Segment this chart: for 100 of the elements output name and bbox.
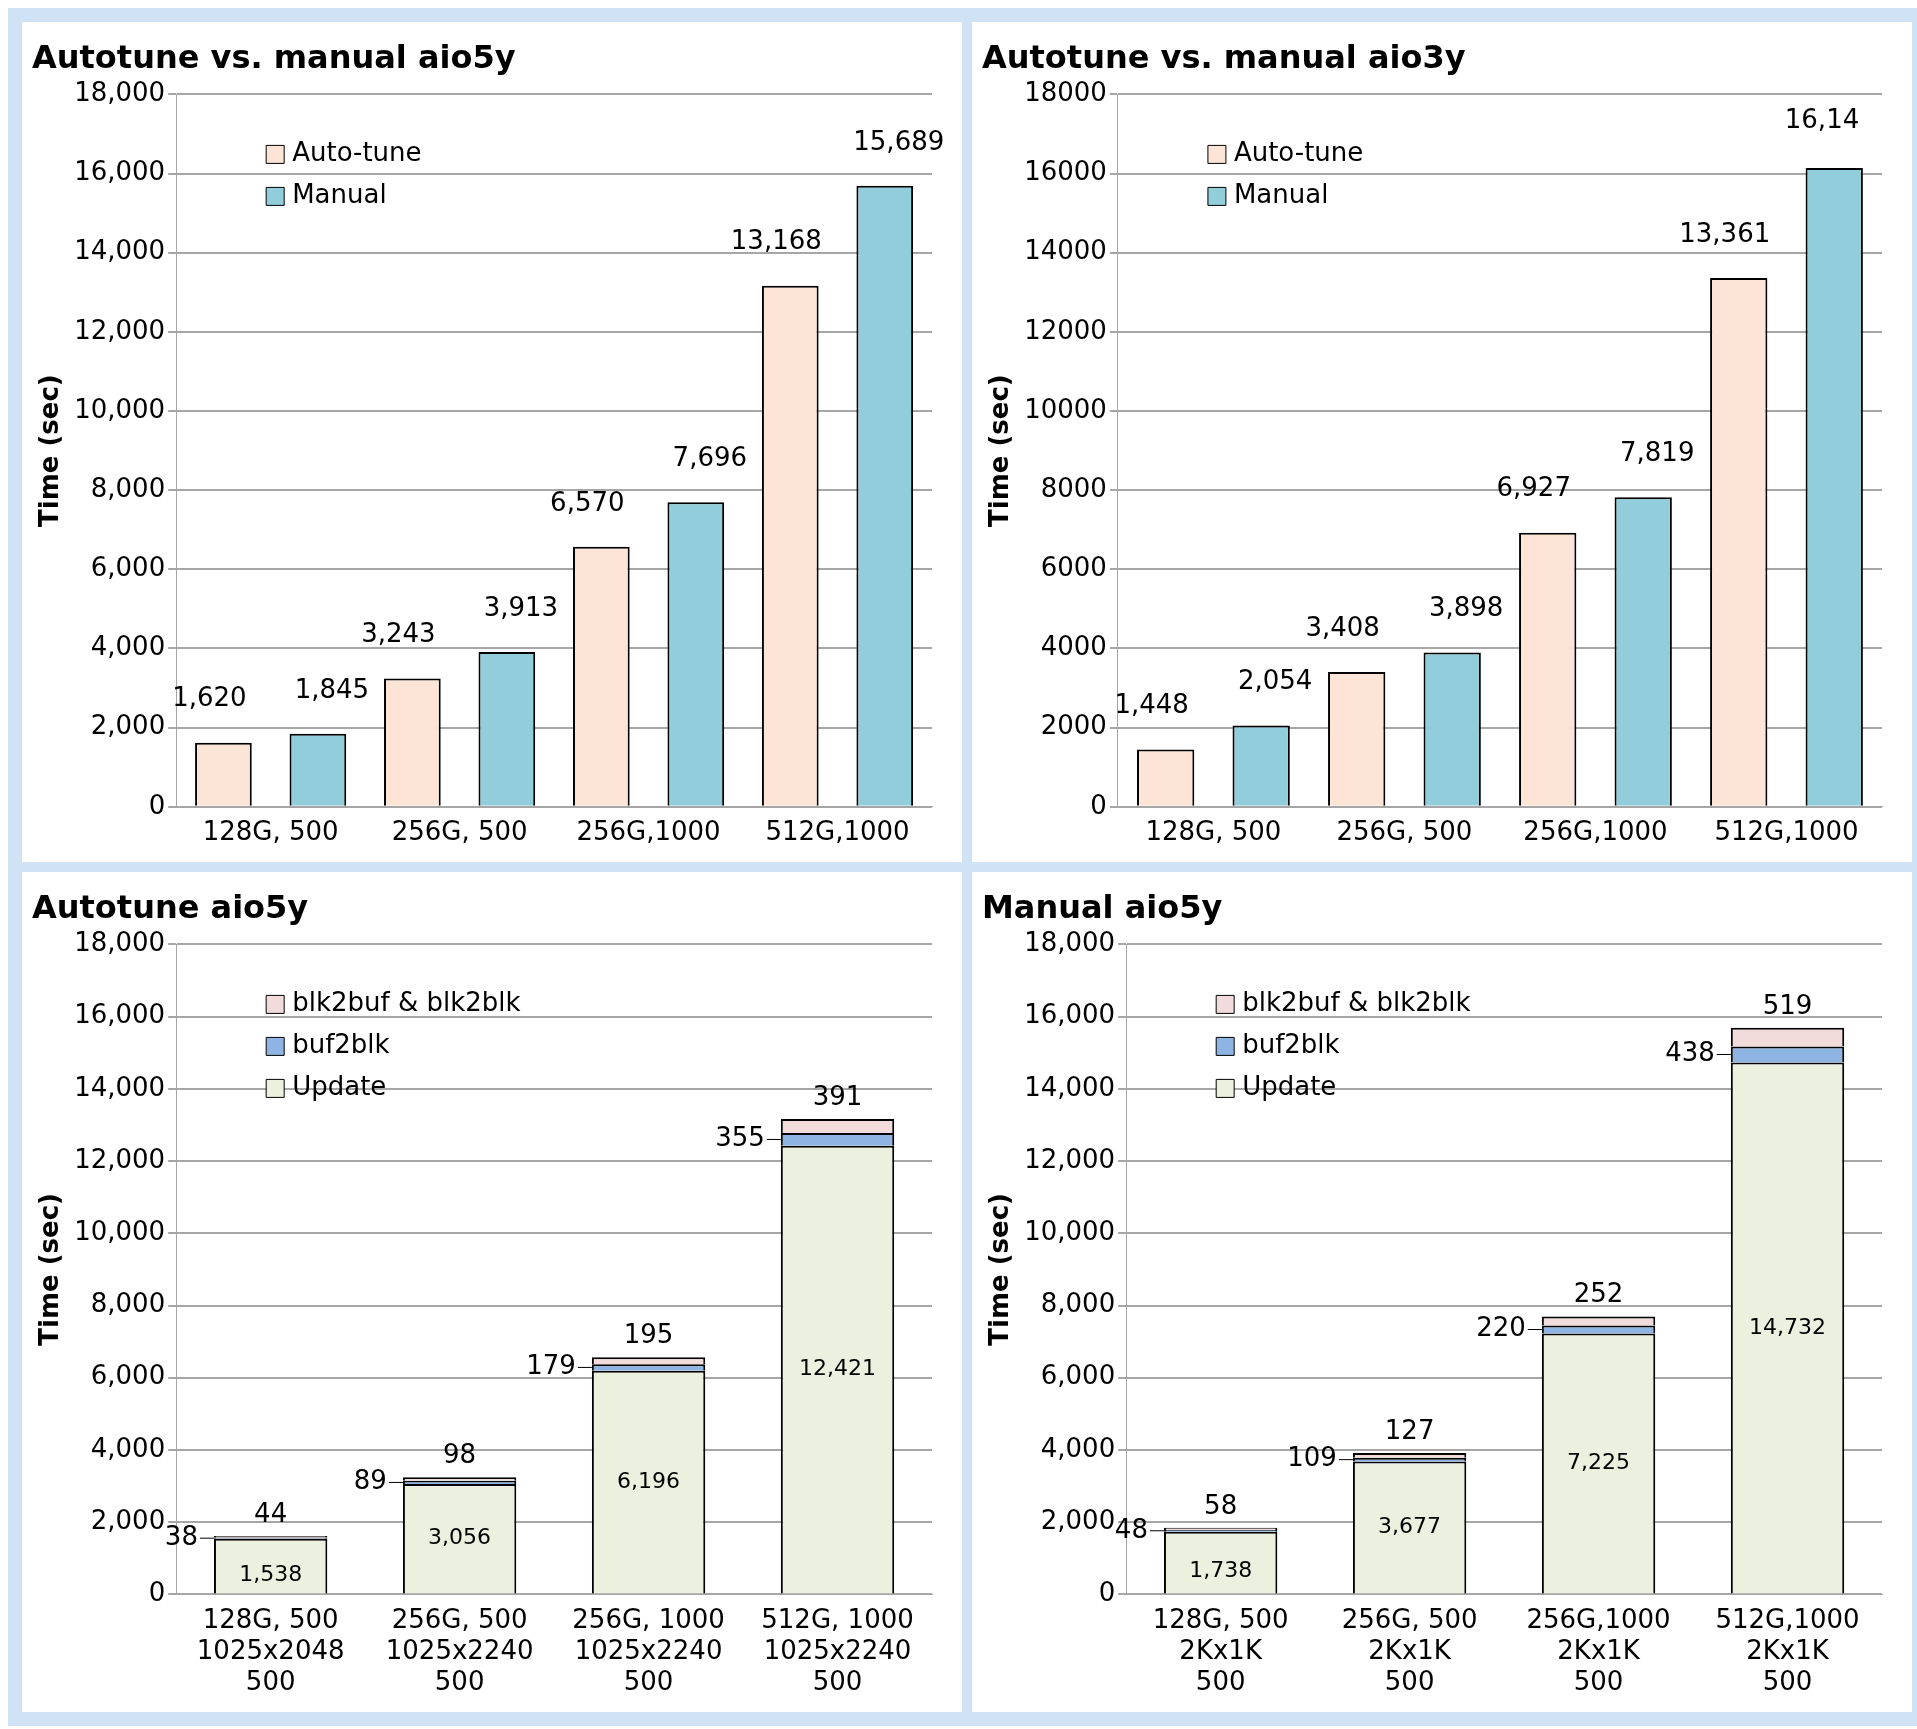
y-tick-label: 18,000 [74, 77, 166, 108]
y-axis-title: Time (sec) [34, 1193, 65, 1346]
y-tick-label: 0 [148, 1577, 166, 1608]
y-tick-label: 12,000 [74, 314, 166, 345]
legend-label: Manual [292, 179, 387, 210]
y-axis-title: Time (sec) [984, 374, 1015, 527]
data-label: 3,408 [1305, 611, 1380, 642]
data-label: 1,620 [172, 682, 247, 713]
y-tick-label: 14,000 [1024, 1071, 1116, 1102]
y-tick-label: 6,000 [90, 1360, 166, 1391]
data-label: 3,677 [1378, 1513, 1442, 1539]
data-label: 1,738 [1189, 1557, 1253, 1583]
x-tick-label: 256G, 500 [1336, 816, 1473, 847]
y-tick-label: 0 [148, 789, 166, 820]
x-tick-label: 256G,1000 [576, 816, 721, 847]
y-tick-label: 2,000 [1040, 1504, 1116, 1535]
y-tick-label: 4,000 [90, 1432, 166, 1463]
data-label: 355 [715, 1122, 765, 1153]
y-tick-label: 10,000 [1024, 1216, 1116, 1247]
legend-label: Update [1242, 1071, 1337, 1102]
y-tick-label: 4,000 [90, 631, 166, 662]
data-label: 48 [1114, 1513, 1148, 1544]
x-tick-label: 256G, 500 [391, 816, 528, 847]
y-tick-label: 0 [1098, 1577, 1116, 1608]
y-tick-label: 2,000 [90, 1504, 166, 1535]
y-tick-label: 12000 [1024, 314, 1107, 345]
legend-label: Manual [1233, 179, 1329, 210]
data-label: 3,243 [361, 618, 436, 649]
y-tick-label: 0 [1090, 789, 1107, 820]
data-label: 7,696 [672, 441, 748, 472]
x-tick-label: 256G,1000 2Kx1K 500 [1526, 1603, 1671, 1697]
x-tick-label: 256G, 500 1025x2240 500 [385, 1603, 534, 1697]
x-tick-label: 128G, 500 [1145, 816, 1282, 847]
data-label: 220 [1476, 1312, 1526, 1343]
legend-label: Update [292, 1071, 387, 1102]
y-tick-label: 18000 [1024, 77, 1107, 108]
x-tick-label: 128G, 500 2Kx1K 500 [1152, 1603, 1289, 1697]
data-label: 3,056 [428, 1524, 492, 1550]
legend-label: Auto-tune [292, 137, 422, 168]
y-tick-label: 2000 [1040, 710, 1107, 741]
data-label: 6,570 [550, 486, 625, 517]
y-tick-label: 6,000 [1040, 1360, 1116, 1391]
data-label: 14,732 [1749, 1313, 1827, 1339]
x-tick-label: 128G, 500 [202, 816, 339, 847]
y-tick-label: 2,000 [90, 710, 166, 741]
chart-title: Autotune aio5y [32, 887, 309, 926]
legend-label: blk2buf & blk2blk [292, 987, 521, 1018]
x-tick-label: 128G, 500 1025x2048 500 [196, 1603, 345, 1697]
data-label: 12,421 [799, 1355, 877, 1381]
x-tick-label: 256G, 1000 1025x2240 500 [572, 1603, 725, 1697]
y-tick-label: 4,000 [1040, 1432, 1116, 1463]
y-tick-label: 16,000 [74, 999, 166, 1030]
data-label: 38 [164, 1520, 198, 1551]
y-tick-label: 14,000 [74, 1071, 166, 1102]
y-tick-label: 8000 [1040, 472, 1107, 503]
data-label: 127 [1384, 1414, 1435, 1445]
data-label: 3,913 [483, 591, 559, 622]
y-tick-label: 10,000 [74, 393, 166, 424]
y-tick-label: 12,000 [74, 1143, 166, 1174]
y-tick-label: 18,000 [74, 927, 166, 958]
annotation: 16,14 [1784, 104, 1860, 135]
y-tick-label: 8,000 [1040, 1288, 1116, 1319]
chart-title: Manual aio5y [982, 887, 1223, 926]
data-label: 438 [1665, 1037, 1715, 1068]
x-tick-label: 512G,1000 [765, 816, 910, 847]
data-label: 98 [443, 1439, 477, 1470]
data-label: 109 [1287, 1442, 1337, 1473]
y-tick-label: 8,000 [90, 1288, 166, 1319]
y-tick-label: 14,000 [74, 235, 166, 266]
y-axis-title: Time (sec) [34, 374, 65, 527]
chart-title: Autotune vs. manual aio5y [32, 37, 516, 76]
legend-label: buf2blk [1242, 1029, 1340, 1060]
x-tick-label: 256G, 500 2Kx1K 500 [1341, 1603, 1478, 1697]
y-tick-label: 4000 [1040, 631, 1107, 662]
x-tick-label: 512G,1000 2Kx1K 500 [1715, 1603, 1860, 1697]
y-tick-label: 6000 [1040, 552, 1107, 583]
data-label: 252 [1573, 1278, 1624, 1309]
y-tick-label: 16,000 [1024, 999, 1116, 1030]
data-label: 1,538 [239, 1561, 303, 1587]
y-tick-label: 6,000 [90, 552, 166, 583]
data-label: 2,054 [1237, 665, 1313, 696]
y-tick-label: 16,000 [74, 156, 166, 187]
data-label: 89 [353, 1465, 387, 1496]
legend-label: buf2blk [292, 1029, 390, 1060]
y-tick-label: 10000 [1024, 393, 1107, 424]
data-label: 3,898 [1428, 592, 1504, 623]
data-label: 6,927 [1496, 472, 1571, 503]
x-tick-label: 256G,1000 [1523, 816, 1668, 847]
data-label: 179 [526, 1350, 576, 1381]
y-tick-label: 18,000 [1024, 927, 1116, 958]
data-label: 195 [623, 1318, 674, 1349]
x-tick-label: 512G,1000 [1714, 816, 1859, 847]
data-label: 44 [254, 1497, 288, 1528]
y-axis-title: Time (sec) [984, 1193, 1015, 1346]
y-tick-label: 8,000 [90, 472, 166, 503]
data-label: 58 [1204, 1489, 1238, 1520]
data-label: 15,689 [853, 125, 945, 156]
data-label: 1,448 [1114, 689, 1189, 720]
y-tick-label: 14000 [1024, 235, 1107, 266]
legend-label: Auto-tune [1233, 137, 1364, 168]
